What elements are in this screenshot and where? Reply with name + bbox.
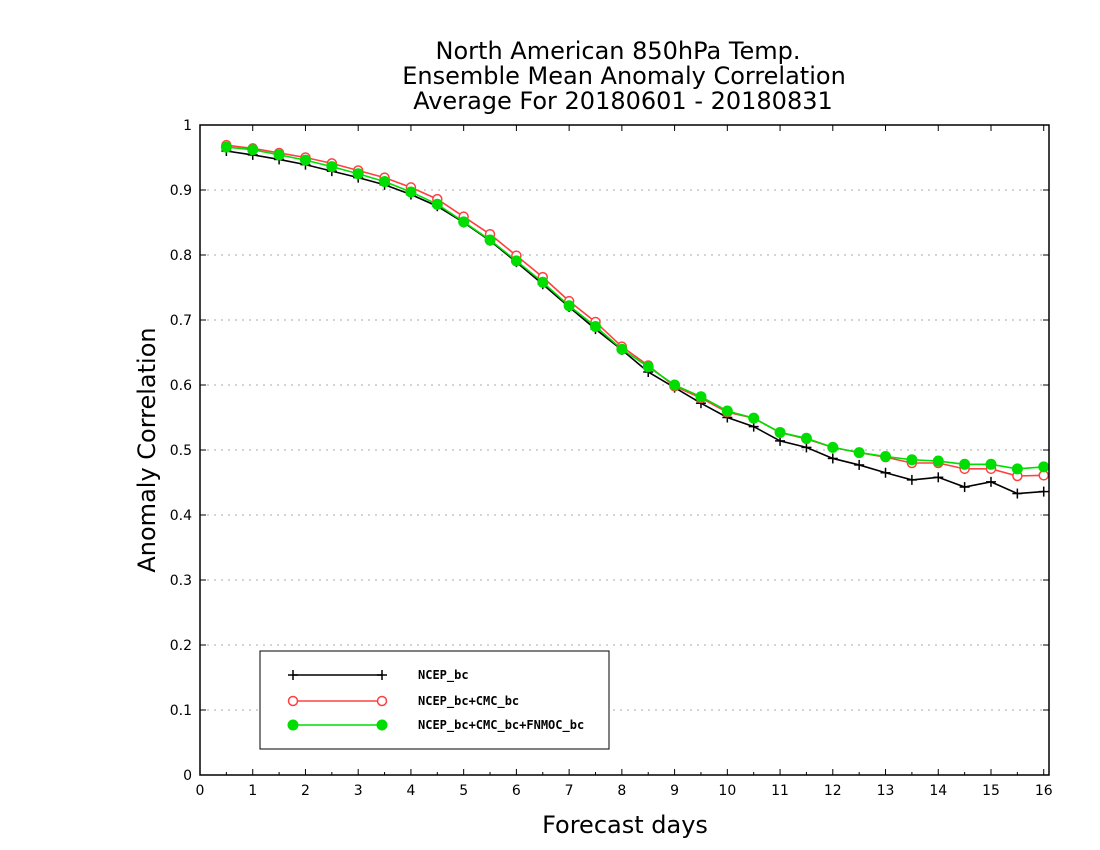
y-tick-label: 0 [183, 768, 192, 784]
legend-label-1: NCEP_bc [418, 668, 469, 683]
series-1-point [959, 482, 970, 493]
y-tick-label: 0.1 [170, 703, 192, 719]
grid-lines [200, 189, 1049, 711]
series-1-point [906, 474, 917, 485]
y-axis-label: Anomaly Correlation [133, 327, 161, 572]
series-3-point [247, 144, 259, 156]
x-tick-label: 2 [301, 783, 310, 799]
legend-marker-1 [288, 670, 298, 680]
x-tick-label: 10 [718, 783, 736, 799]
series-3-point [985, 458, 997, 470]
series-3-line [226, 146, 1044, 470]
series-3-point [748, 412, 760, 424]
x-tick-label: 13 [877, 783, 895, 799]
series-3 [220, 141, 1050, 475]
series-3-point [220, 141, 232, 153]
series-3-point [326, 161, 338, 173]
series-3-point [642, 361, 654, 373]
series-1-point [985, 476, 996, 487]
series-3-point [695, 391, 707, 403]
x-tick-label: 0 [196, 783, 205, 799]
series-1-point [1038, 486, 1049, 497]
series-3-point [537, 276, 549, 288]
series-3-point [1038, 461, 1050, 473]
series-3-point [563, 300, 575, 312]
chart-title-line-3: Average For 20180601 - 20180831 [413, 87, 833, 115]
y-tick-label: 0.2 [170, 638, 192, 654]
y-tick-label: 0.4 [170, 508, 192, 524]
series-3-point [721, 405, 733, 417]
y-tick-label: 0.7 [170, 313, 192, 329]
y-tick-label: 0.6 [170, 378, 192, 394]
series-3-point [273, 149, 285, 161]
legend-marker-2 [376, 695, 388, 707]
legend-label-3: NCEP_bc+CMC_bc+FNMOC_bc [418, 718, 584, 733]
x-axis-label: Forecast days [542, 811, 708, 839]
series-3-point [669, 379, 681, 391]
x-tick-label: 4 [406, 783, 415, 799]
series-1-line [226, 150, 1044, 495]
chart-title-line-1: North American 850hPa Temp. [436, 37, 801, 65]
legend-marker-3 [376, 719, 388, 731]
series-2-line [226, 144, 1044, 477]
y-tick-label: 0.3 [170, 573, 192, 589]
series-plot-area [220, 139, 1050, 499]
x-tick-label: 8 [617, 783, 626, 799]
series-1-point [827, 453, 838, 464]
series-3-point [616, 343, 628, 355]
series-3-point [959, 458, 971, 470]
series-3-point [405, 186, 417, 198]
series-3-point [589, 321, 601, 332]
y-tick-label: 0.5 [170, 443, 192, 459]
x-axis-ticks: 0 1 2 3 4 5 6 7 8 9 10 11 12 13 14 15 16 [196, 125, 1053, 799]
series-3-point [827, 441, 839, 453]
x-tick-label: 6 [512, 783, 521, 799]
series-3-point [800, 432, 812, 444]
series-3-point [932, 455, 944, 467]
x-tick-label: 12 [824, 783, 842, 799]
series-3-point [379, 176, 391, 188]
series-1-point [880, 467, 891, 478]
legend: NCEP_bc NCEP_bc+CMC_bc NCEP_bc+CMC_bc+FNMO… [259, 650, 610, 750]
y-tick-label: 0.9 [170, 183, 192, 199]
y-tick-label: 0.8 [170, 248, 192, 264]
series-3-point [774, 426, 786, 438]
x-tick-label: 14 [929, 783, 947, 799]
x-tick-label: 11 [771, 783, 789, 799]
series-3-point [880, 451, 892, 462]
series-3-point [906, 454, 918, 466]
chart-title: North American 850hPa Temp. Ensemble Mea… [402, 37, 846, 115]
x-tick-label: 3 [354, 783, 363, 799]
x-tick-label: 16 [1035, 783, 1053, 799]
x-tick-label: 5 [459, 783, 468, 799]
series-1-point [854, 459, 865, 470]
series-3-point [1011, 463, 1023, 475]
x-tick-label: 1 [248, 783, 257, 799]
y-axis-ticks: 0 0.1 0.2 0.3 0.4 0.5 0.6 0.7 0.8 0.9 1 [170, 118, 1049, 784]
chart-title-line-2: Ensemble Mean Anomaly Correlation [402, 62, 846, 90]
series-1 [221, 146, 1049, 499]
series-3-point [484, 234, 496, 246]
x-tick-label: 7 [565, 783, 574, 799]
series-1-point [1012, 488, 1023, 499]
x-tick-label: 9 [670, 783, 679, 799]
series-3-point [510, 255, 522, 267]
legend-box [259, 650, 610, 750]
legend-marker-2 [287, 695, 299, 707]
legend-marker-3 [287, 719, 299, 731]
series-2 [221, 139, 1049, 482]
series-3-point [299, 154, 311, 166]
series-3-point [352, 168, 364, 180]
series-3-point [458, 216, 470, 228]
legend-label-2: NCEP_bc+CMC_bc [418, 694, 519, 709]
series-3-point [431, 198, 443, 210]
y-tick-label: 1 [183, 118, 192, 134]
series-1-point [933, 472, 944, 483]
legend-marker-1 [377, 670, 387, 680]
series-3-point [853, 447, 865, 459]
x-tick-label: 15 [982, 783, 1000, 799]
